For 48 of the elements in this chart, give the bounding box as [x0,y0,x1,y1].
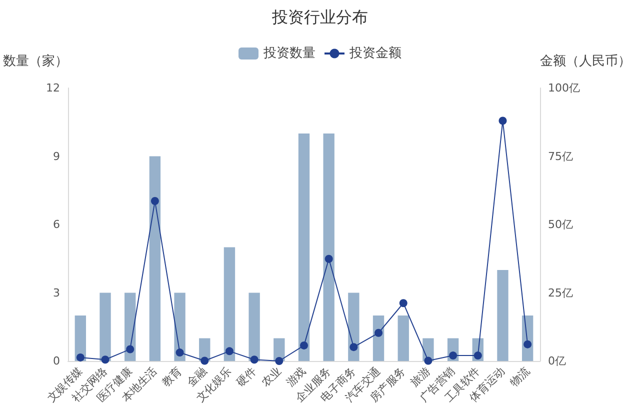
x-tick-label: 农业 [259,364,284,390]
y-axis-title: 数量（家） [3,53,68,69]
point [200,356,209,365]
bar [398,316,409,361]
legend-label: 投资数量 [262,46,316,61]
chart-title: 投资行业分布 [271,8,368,26]
point [176,348,184,357]
bar [174,292,186,361]
y-tick-label: 9 [53,150,60,163]
y2-tick-label: 25亿 [548,286,573,300]
point [324,254,333,263]
point [474,352,482,360]
point [225,347,234,356]
point [76,353,84,362]
x-tick-label: 教育 [160,364,184,390]
y2-axis-title: 金额（人民币） [540,54,631,69]
legend-label: 投资金额 [348,46,402,61]
bar [298,134,310,361]
bar [323,134,334,361]
bar [348,292,360,361]
y-tick-label: 6 [53,218,60,231]
bar [497,270,508,361]
point [350,343,358,352]
y2-tick-label: 75亿 [548,150,573,163]
point [374,328,383,337]
point [126,345,134,354]
y2-tick-label: 50亿 [548,218,573,231]
y-tick-label: 3 [53,286,60,300]
point [498,116,507,125]
point [275,357,284,365]
point [150,197,159,206]
point [524,340,532,348]
point [300,341,308,350]
bar [248,292,260,361]
point [424,356,432,365]
x-tick-label: 硬件 [234,364,259,390]
y-tick-label: 0 [53,354,60,368]
point [101,356,110,364]
y2-tick-label: 100亿 [548,82,580,94]
bar [100,292,111,361]
point [449,352,458,360]
bar [149,156,161,361]
point [250,356,258,364]
x-tick-label: 物流 [507,364,532,390]
bar [224,247,236,361]
y2-tick-label: 0亿 [548,354,566,368]
point [399,299,408,308]
y-tick-label: 12 [46,82,60,94]
